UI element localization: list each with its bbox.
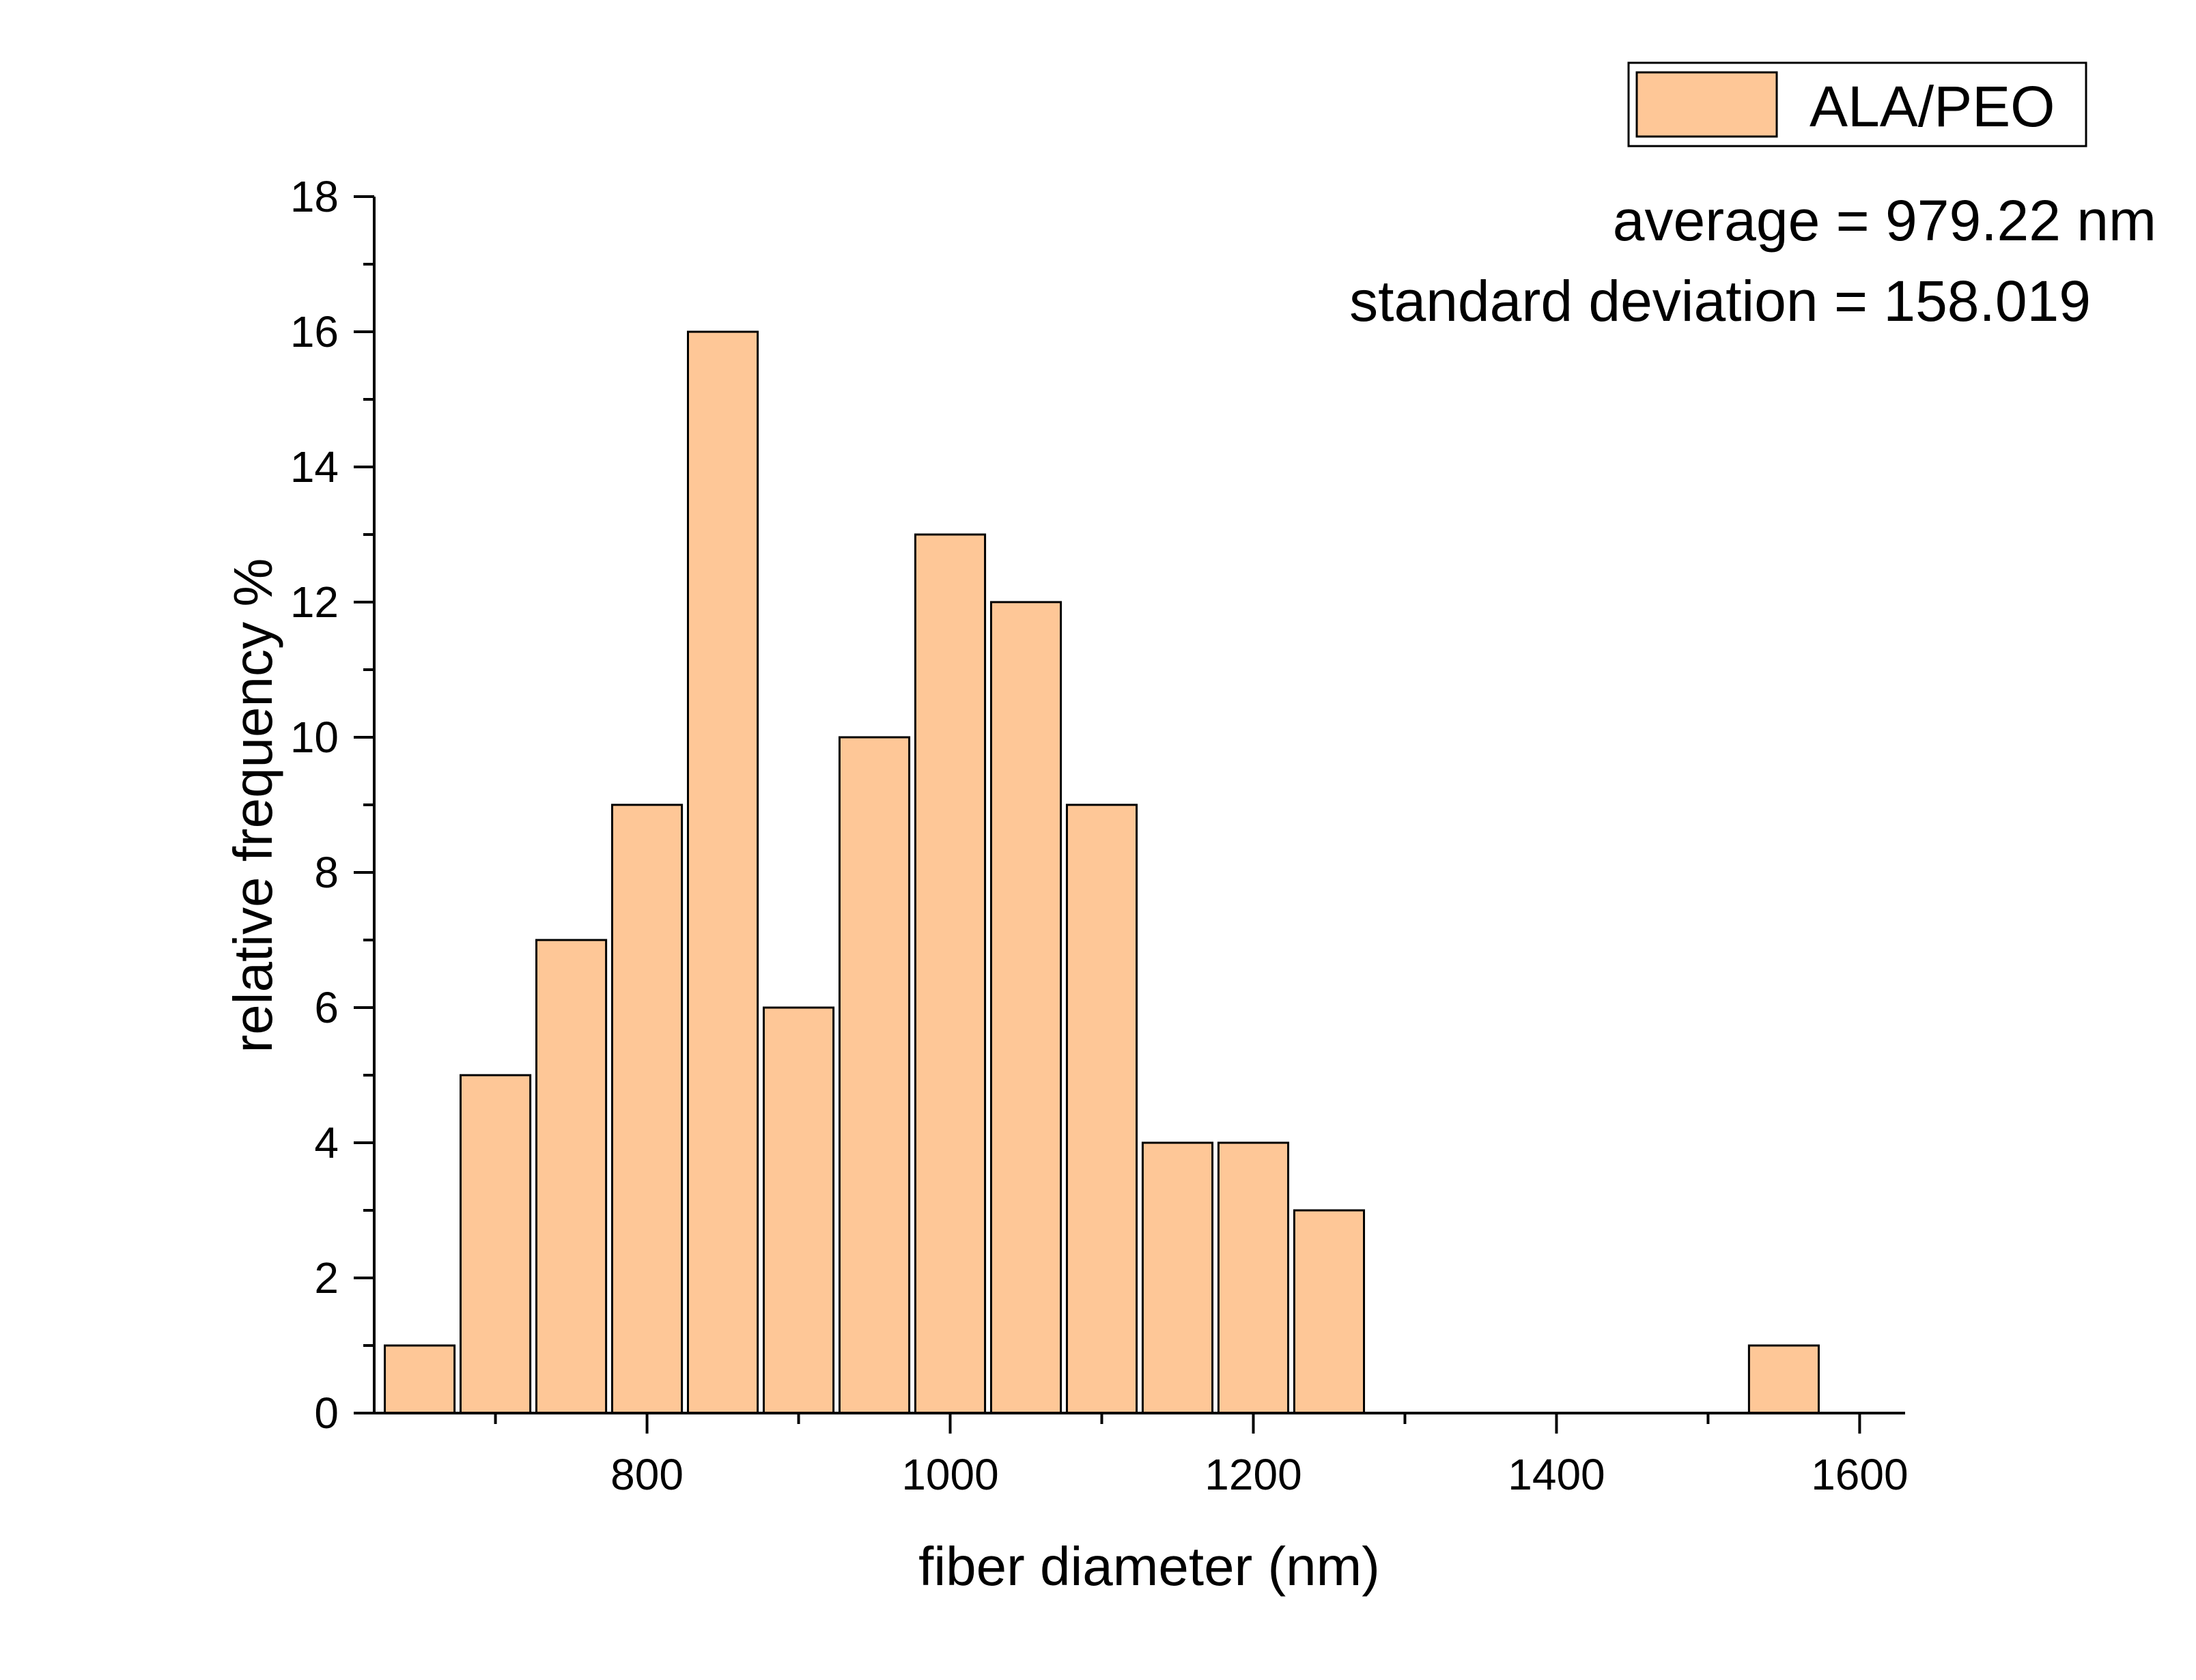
y-tick-label: 4 <box>314 1118 339 1167</box>
histogram-bar <box>838 736 911 1414</box>
y-tick-label: 2 <box>314 1253 339 1302</box>
axes-group: 0 2 4 6 8 10 12 14 16 18 800 1000 1200 1400 1600 <box>290 172 1909 1499</box>
histogram-bar <box>460 1074 532 1414</box>
y-tick-label: 12 <box>290 578 339 627</box>
histogram-bar <box>762 1006 835 1414</box>
histogram-bar <box>611 803 684 1414</box>
y-tick-label: 0 <box>314 1389 339 1438</box>
histogram-bar <box>1747 1344 1820 1414</box>
y-axis-label: relative frequency % <box>223 558 283 1053</box>
std-deviation-annotation: standard deviation = 158.019 <box>1349 269 2091 333</box>
histogram-bar <box>1217 1141 1290 1414</box>
histogram-bar <box>1293 1209 1366 1414</box>
histogram-bar <box>1141 1141 1214 1414</box>
average-annotation: average = 979.22 nm <box>1613 188 2156 253</box>
y-tick-label: 6 <box>314 983 339 1032</box>
x-tick-label: 1400 <box>1508 1450 1605 1499</box>
x-tick-label: 800 <box>610 1450 684 1499</box>
y-tick-label: 10 <box>290 713 339 762</box>
legend-swatch <box>1635 71 1778 138</box>
x-tick-label: 1000 <box>901 1450 998 1499</box>
histogram-bar <box>1065 803 1138 1414</box>
bars-group <box>384 330 1820 1414</box>
histogram-bar <box>535 939 608 1414</box>
legend: ALA/PEO <box>1627 61 2087 147</box>
legend-label: ALA/PEO <box>1810 74 2055 139</box>
x-axis-label: fiber diameter (nm) <box>918 1536 1380 1597</box>
y-tick-label: 18 <box>290 172 339 221</box>
y-tick-label: 16 <box>290 307 339 356</box>
y-tick-label: 14 <box>290 442 339 492</box>
x-tick-label: 1200 <box>1205 1450 1301 1499</box>
histogram-bar <box>914 533 987 1414</box>
histogram-bar <box>686 330 759 1414</box>
histogram-bar <box>989 601 1062 1414</box>
x-tick-label: 1600 <box>1811 1450 1908 1499</box>
histogram-bar <box>384 1344 456 1414</box>
y-tick-label: 8 <box>314 848 339 897</box>
